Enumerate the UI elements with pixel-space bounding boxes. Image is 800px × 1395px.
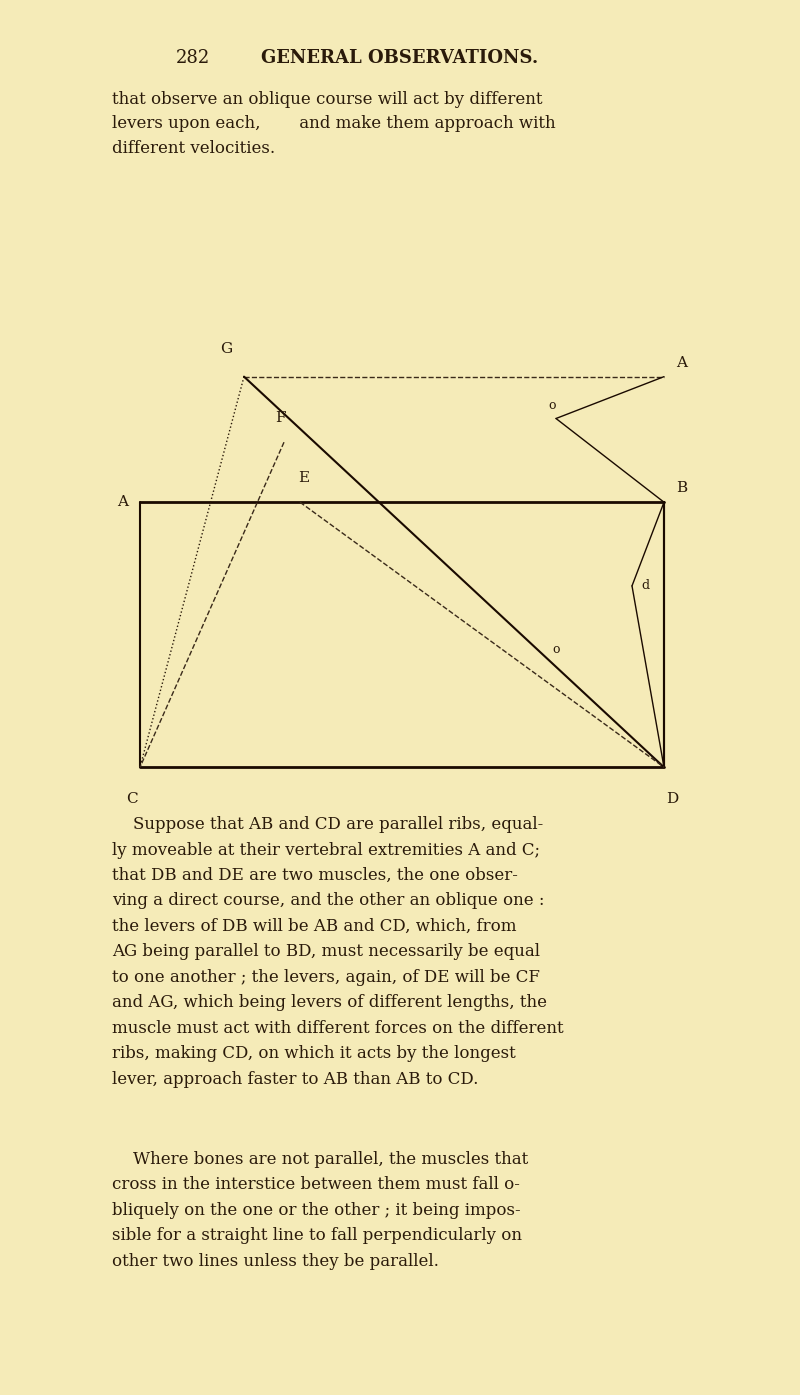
Text: D: D [666, 792, 678, 806]
Text: Suppose that AB and CD are parallel ribs, equal-
ly moveable at their vertebral : Suppose that AB and CD are parallel ribs… [112, 816, 564, 1088]
Text: that observe an oblique course will act by different
levers upon each,     and m: that observe an oblique course will act … [112, 91, 556, 158]
Text: 282: 282 [176, 49, 210, 67]
Text: C: C [126, 792, 138, 806]
Text: GENERAL OBSERVATIONS.: GENERAL OBSERVATIONS. [262, 49, 538, 67]
Text: A: A [117, 495, 128, 509]
Text: o: o [552, 643, 560, 656]
Text: Where bones are not parallel, the muscles that
cross in the interstice between t: Where bones are not parallel, the muscle… [112, 1151, 528, 1269]
Text: B: B [676, 481, 687, 495]
Text: F: F [274, 412, 286, 425]
Text: G: G [220, 342, 232, 356]
Text: E: E [298, 472, 310, 485]
Text: d: d [642, 579, 650, 593]
Text: A: A [676, 356, 687, 370]
Text: o: o [548, 399, 556, 412]
